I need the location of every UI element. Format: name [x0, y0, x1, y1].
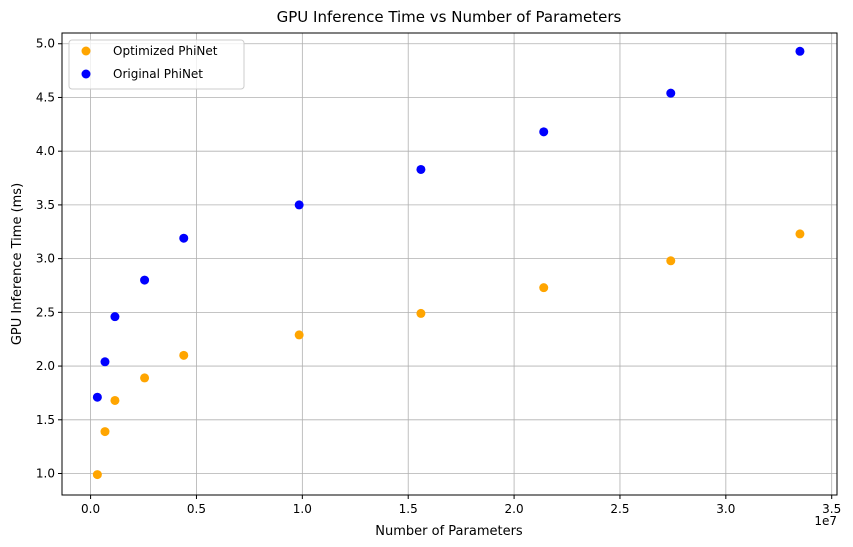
optimized-phinet-point — [110, 395, 120, 405]
original-phinet-point — [100, 357, 110, 367]
optimized-phinet-point — [140, 373, 150, 383]
legend-label-optimized: Optimized PhiNet — [113, 44, 218, 58]
optimized-phinet-point — [179, 350, 189, 360]
x-tick-label: 0.5 — [187, 502, 206, 516]
optimized-phinet-point — [666, 256, 676, 266]
optimized-phinet-point — [294, 330, 304, 340]
plot-frame — [61, 32, 838, 496]
y-tick-label: 5.0 — [36, 37, 55, 51]
y-axis-ticks: 1.0 1.5 2.0 2.5 3.0 3.5 4.0 4.5 5.0 — [36, 37, 62, 481]
y-axis-label: GPU Inference Time (ms) — [10, 183, 25, 345]
x-tick-label: 3.0 — [716, 502, 735, 516]
optimized-phinet-point — [539, 283, 549, 293]
original-phinet-point — [294, 200, 304, 210]
legend: Optimized PhiNet Original PhiNet — [68, 39, 245, 90]
optimized-phinet-point — [92, 470, 102, 480]
x-tick-label: 2.5 — [610, 502, 629, 516]
original-phinet-point — [539, 127, 549, 137]
y-tick-label: 3.0 — [36, 252, 55, 266]
original-phinet-point — [795, 46, 805, 56]
x-tick-label: 3.5 — [822, 502, 841, 516]
optimized-phinet-point — [795, 229, 805, 239]
x-tick-label: 1.5 — [399, 502, 418, 516]
y-tick-label: 3.5 — [36, 198, 55, 212]
x-axis-ticks: 0.0 0.5 1.0 1.5 2.0 2.5 3.0 3.5 — [81, 495, 841, 516]
original-phinet-point — [140, 275, 150, 285]
original-phinet-point — [179, 233, 189, 243]
legend-marker-original — [81, 69, 91, 79]
optimized-phinet-point — [416, 308, 426, 318]
y-tick-label: 1.0 — [36, 467, 55, 481]
x-axis-label: Number of Parameters — [375, 524, 523, 539]
y-tick-label: 2.5 — [36, 305, 55, 319]
y-tick-label: 4.0 — [36, 144, 55, 158]
original-phinet-point — [416, 164, 426, 174]
original-phinet-point — [110, 312, 120, 322]
data-points — [92, 46, 805, 480]
y-tick-label: 1.5 — [36, 413, 55, 427]
x-tick-label: 0.0 — [81, 502, 100, 516]
y-tick-label: 2.0 — [36, 359, 55, 373]
grid-lines — [62, 33, 837, 495]
optimized-phinet-point — [100, 427, 110, 437]
x-axis-offset-label: 1e7 — [814, 514, 837, 528]
legend-label-original: Original PhiNet — [113, 67, 203, 81]
x-tick-label: 2.0 — [505, 502, 524, 516]
legend-box — [68, 39, 245, 90]
chart-title: GPU Inference Time vs Number of Paramete… — [277, 8, 622, 26]
legend-marker-optimized — [81, 46, 91, 56]
y-tick-label: 4.5 — [36, 90, 55, 104]
x-tick-label: 1.0 — [293, 502, 312, 516]
original-phinet-point — [92, 392, 102, 402]
original-phinet-point — [666, 88, 676, 98]
